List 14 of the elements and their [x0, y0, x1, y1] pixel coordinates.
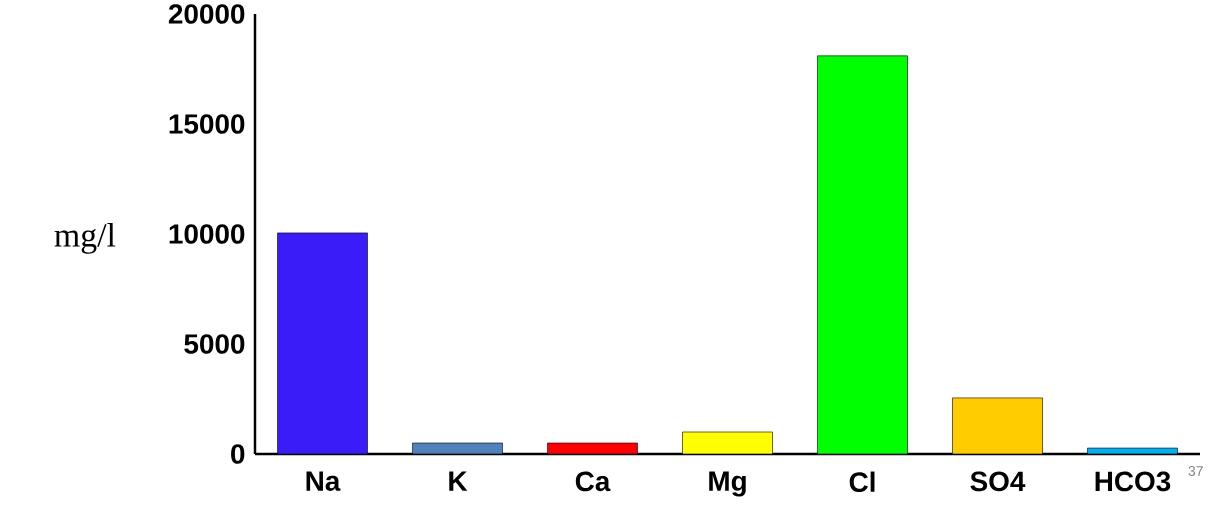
- y-tick-label: 15000: [169, 114, 245, 134]
- x-tick-label: Ca: [575, 471, 611, 492]
- x-tick-label: Mg: [709, 471, 746, 497]
- y-tick-label: 0: [231, 444, 245, 464]
- x-tick-label: Cl: [849, 471, 875, 492]
- y-tick-label: 10000: [169, 224, 245, 244]
- y-axis-title: mg/l: [54, 222, 116, 254]
- x-tick-label: SO4: [970, 471, 1026, 492]
- x-tick-label: HCO3: [1095, 471, 1171, 492]
- text: 37: [1188, 466, 1203, 476]
- x-tick-label: Na: [306, 471, 341, 491]
- y-tick-label: 20000: [168, 4, 245, 24]
- x-tick-label: K: [449, 471, 468, 491]
- y-tick-label: 5000: [184, 334, 245, 354]
